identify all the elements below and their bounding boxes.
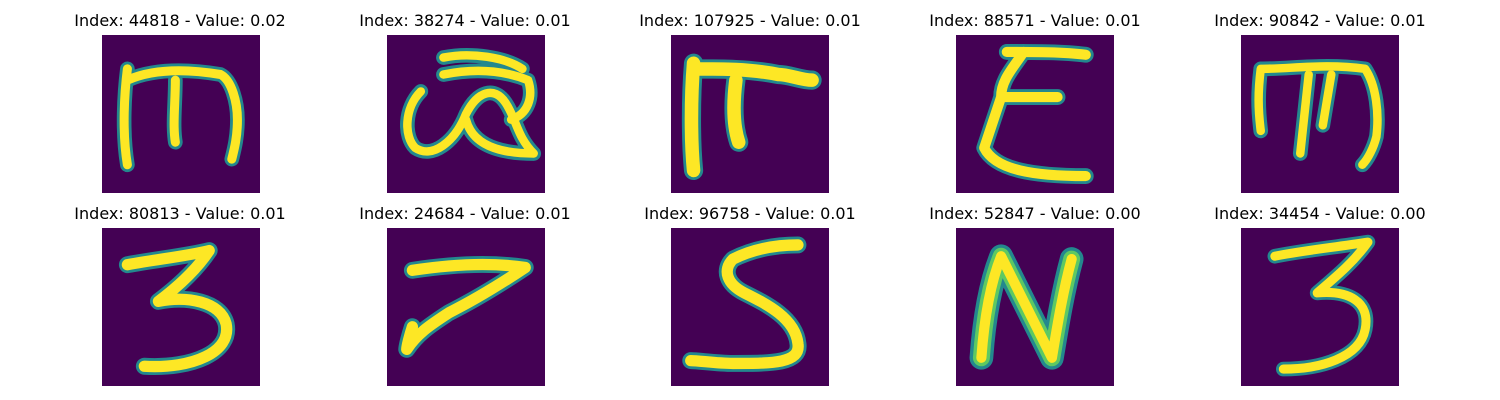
loop-glyph-icon	[400, 48, 542, 161]
digit-three-icon	[1267, 234, 1376, 377]
panel-title: Index: 80813 - Value: 0.01	[74, 204, 286, 223]
image-panel	[956, 228, 1114, 386]
image-panel	[102, 35, 260, 193]
image-panel	[671, 228, 829, 386]
xi-glyph-icon	[976, 44, 1094, 184]
panel-title: Index: 96758 - Value: 0.01	[644, 204, 856, 223]
digit-five-icon	[682, 236, 807, 372]
image-panel	[671, 35, 829, 193]
image-panel	[387, 228, 545, 386]
script-m-icon	[116, 61, 245, 173]
image-panel	[956, 35, 1114, 193]
panel-title: Index: 38274 - Value: 0.01	[359, 11, 571, 30]
panel-title: Index: 44818 - Value: 0.02	[74, 11, 286, 30]
panel-title: Index: 52847 - Value: 0.00	[929, 204, 1141, 223]
panel-title: Index: 34454 - Value: 0.00	[1214, 204, 1426, 223]
panel-title: Index: 88571 - Value: 0.01	[929, 11, 1141, 30]
digit-three-icon	[118, 242, 236, 375]
image-panel	[102, 228, 260, 386]
panel-title: Index: 90842 - Value: 0.01	[1214, 11, 1426, 30]
letter-n-icon	[969, 244, 1084, 370]
panel-title: Index: 24684 - Value: 0.01	[359, 204, 571, 223]
image-panel	[387, 35, 545, 193]
image-panel	[1241, 35, 1399, 193]
digit-seven-icon	[398, 255, 534, 358]
image-panel	[1241, 228, 1399, 386]
panel-title: Index: 107925 - Value: 0.01	[639, 11, 861, 30]
pi-glyph-icon	[681, 53, 822, 181]
script-m-icon	[1251, 59, 1385, 173]
